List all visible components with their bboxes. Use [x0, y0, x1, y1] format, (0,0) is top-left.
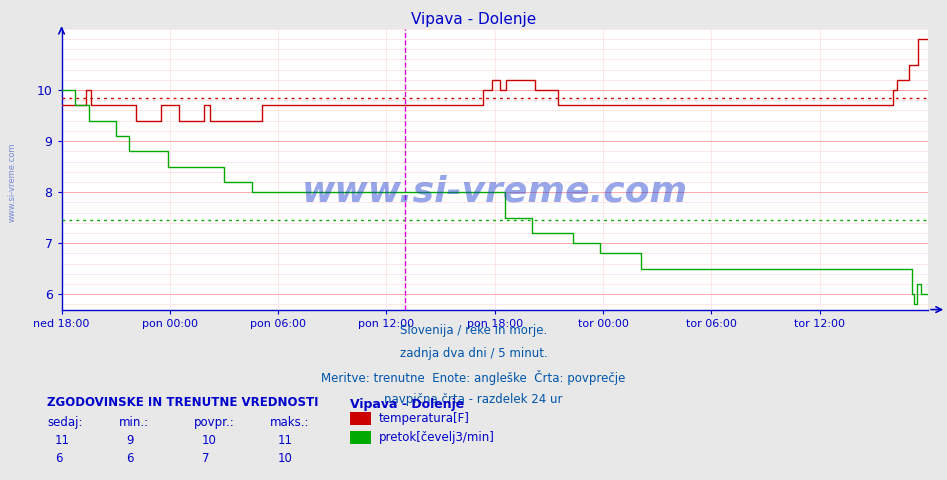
- Text: 10: 10: [277, 452, 293, 465]
- Text: Vipava - Dolenje: Vipava - Dolenje: [350, 398, 465, 411]
- Text: zadnja dva dni / 5 minut.: zadnja dva dni / 5 minut.: [400, 347, 547, 360]
- Text: temperatura[F]: temperatura[F]: [379, 412, 470, 425]
- Text: maks.:: maks.:: [270, 416, 310, 429]
- Text: 11: 11: [277, 434, 293, 447]
- Text: 6: 6: [55, 452, 63, 465]
- Text: www.si-vreme.com: www.si-vreme.com: [8, 143, 17, 222]
- Text: Slovenija / reke in morje.: Slovenija / reke in morje.: [400, 324, 547, 337]
- Text: 10: 10: [202, 434, 217, 447]
- Text: povpr.:: povpr.:: [194, 416, 235, 429]
- Text: 6: 6: [126, 452, 134, 465]
- Text: min.:: min.:: [118, 416, 149, 429]
- Text: navpična črta - razdelek 24 ur: navpična črta - razdelek 24 ur: [384, 393, 563, 406]
- Text: 11: 11: [55, 434, 70, 447]
- Text: Meritve: trenutne  Enote: angleške  Črta: povprečje: Meritve: trenutne Enote: angleške Črta: …: [321, 370, 626, 385]
- Text: pretok[čevelj3/min]: pretok[čevelj3/min]: [379, 431, 494, 444]
- Text: Vipava - Dolenje: Vipava - Dolenje: [411, 12, 536, 27]
- Text: 9: 9: [126, 434, 134, 447]
- Text: sedaj:: sedaj:: [47, 416, 82, 429]
- Text: 7: 7: [202, 452, 209, 465]
- Text: ZGODOVINSKE IN TRENUTNE VREDNOSTI: ZGODOVINSKE IN TRENUTNE VREDNOSTI: [47, 396, 319, 409]
- Text: www.si-vreme.com: www.si-vreme.com: [302, 175, 688, 209]
